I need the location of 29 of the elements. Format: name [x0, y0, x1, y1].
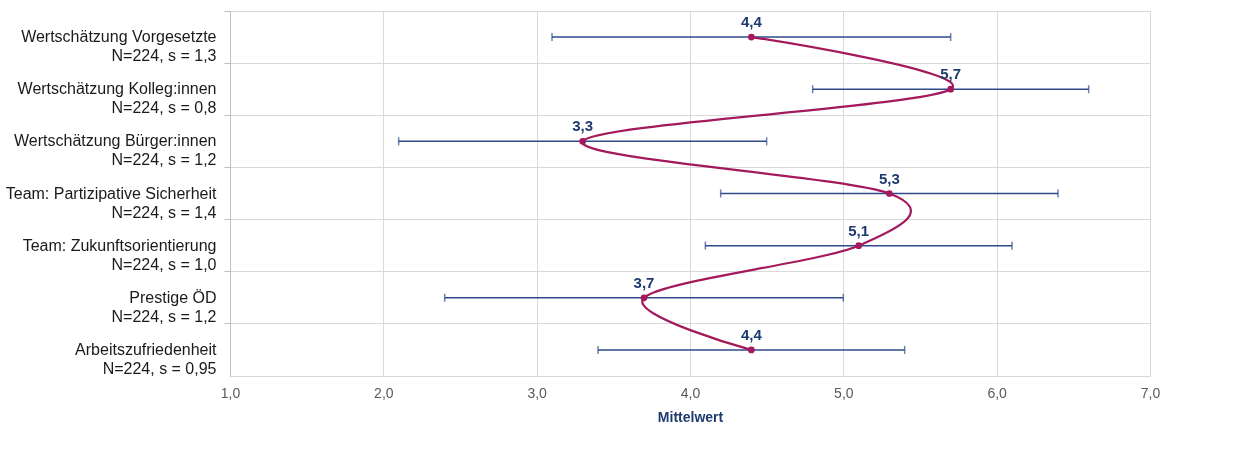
y-tick-label: Team: Zukunftsorientierung N=224, s = 1,0: [22, 236, 217, 273]
point: [885, 190, 893, 197]
data-label: 5,3: [878, 169, 900, 187]
y-tick-label: Team: Partizipative Sicherheit N=224, s = 1,4: [5, 184, 218, 221]
y-tick-label: Wertschätzung Kolleg:innen N=224, s = 0,8: [17, 80, 217, 117]
y-tick-label: Prestige ÖD N=224, s = 1,2: [111, 288, 217, 325]
point: [747, 346, 755, 354]
data-label: 3,3: [572, 117, 594, 135]
data-label: 4,4: [740, 13, 763, 31]
x-axis-title: Mittelwert: [657, 408, 724, 425]
data-label: 4,4: [740, 325, 763, 343]
data-label: 3,7: [633, 273, 655, 291]
x-tick-label: 4,0: [680, 384, 701, 401]
x-tick-label: 6,0: [987, 384, 1008, 401]
point: [947, 85, 955, 93]
x-tick-label: 1,0: [220, 384, 241, 401]
y-tick-label: Arbeitszufriedenheit N=224, s = 0,95: [75, 340, 218, 377]
data-label: 5,1: [848, 221, 870, 239]
data-label: 5,7: [940, 65, 962, 83]
point: [640, 294, 648, 302]
point: [855, 242, 863, 249]
x-tick-label: 7,0: [1140, 384, 1161, 401]
x-tick-label: 5,0: [834, 384, 854, 401]
point: [747, 33, 755, 41]
y-tick-label: Wertschätzung Bürger:innen N=224, s = 1,2: [14, 132, 217, 169]
point: [579, 138, 587, 145]
x-tick-label: 3,0: [527, 384, 548, 401]
y-tick-label: Wertschätzung Vorgesetzte N=224, s = 1,3: [21, 28, 217, 65]
x-tick-label: 2,0: [374, 384, 394, 401]
